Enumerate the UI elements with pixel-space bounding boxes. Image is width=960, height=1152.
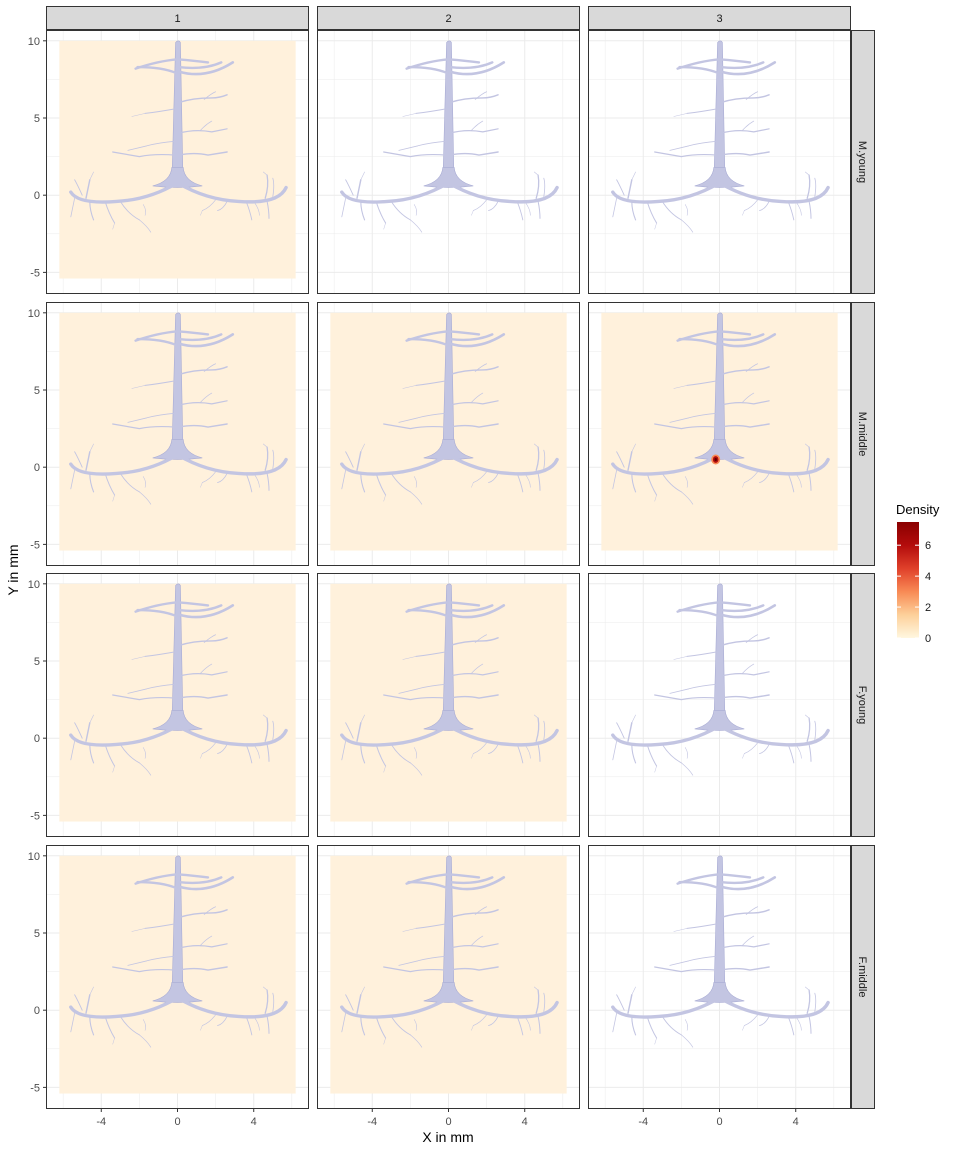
x-tick-label: 4 — [522, 1116, 528, 1128]
y-tick-label: 10 — [28, 308, 40, 320]
column-strip-label: 2 — [445, 13, 451, 25]
panel-border — [317, 573, 580, 837]
y-tick-label: -5 — [30, 539, 40, 551]
x-tick-label: 0 — [445, 1116, 451, 1128]
legend-tick-label: 4 — [925, 571, 931, 583]
strip-background — [46, 6, 309, 30]
panel-border — [46, 30, 309, 294]
panel-border — [588, 302, 851, 566]
legend-tick-label: 6 — [925, 540, 931, 552]
panel-border — [46, 845, 309, 1109]
strip-background — [851, 845, 875, 1109]
x-tick-label: 0 — [174, 1116, 180, 1128]
panel-border — [588, 30, 851, 294]
x-tick-label: 0 — [716, 1116, 722, 1128]
panel-border — [46, 573, 309, 837]
panel-F.young-3 — [588, 573, 851, 837]
y-tick-label: 5 — [34, 656, 40, 668]
y-tick-label: 10 — [28, 36, 40, 48]
y-tick-label: 0 — [34, 462, 40, 474]
row-strip-label: F.middle — [856, 957, 868, 998]
panel-M.middle-2 — [317, 302, 580, 566]
panel-border — [588, 573, 851, 837]
strip-background — [317, 6, 580, 30]
y-tick-label: -5 — [30, 1082, 40, 1094]
panel-border — [317, 302, 580, 566]
row-strip-M.middle: M.middle — [851, 302, 875, 566]
y-tick-label: 0 — [34, 1005, 40, 1017]
panel-border — [317, 845, 580, 1109]
panel-F.middle-3 — [588, 845, 851, 1109]
column-strip-3: 3 — [588, 6, 851, 30]
panels-layer — [46, 30, 851, 1109]
y-tick-label: -5 — [30, 267, 40, 279]
row-strip-label: F.young — [856, 686, 868, 725]
x-tick-label: 4 — [251, 1116, 257, 1128]
x-tick-label: -4 — [367, 1116, 377, 1128]
strip-background — [851, 573, 875, 837]
legend: Density 0 2 4 6 — [896, 502, 940, 645]
y-tick-label: 0 — [34, 190, 40, 202]
row-strip-label: M.middle — [856, 412, 868, 457]
legend-colorbar — [897, 522, 919, 638]
strip-background — [851, 302, 875, 566]
y-tick-label: 5 — [34, 113, 40, 125]
axes-layer: -5 0 5 10 -5 0 5 10 -5 0 5 10 -5 0 5 10 -4 0 4 -4 0 4 -4 0 4 — [28, 36, 799, 1128]
panel-F.middle-1 — [46, 845, 309, 1109]
y-tick-label: 5 — [34, 928, 40, 940]
panel-border — [317, 30, 580, 294]
legend-tick-label: 0 — [925, 633, 931, 645]
grid-lines — [588, 845, 851, 1109]
panel-F.young-1 — [46, 573, 309, 837]
y-tick-label: 10 — [28, 579, 40, 591]
density-hotspot-core — [714, 457, 717, 462]
row-strip-F.middle: F.middle — [851, 845, 875, 1109]
panel-M.young-1 — [46, 30, 309, 294]
legend-ticks: 0 2 4 6 — [897, 540, 931, 645]
x-tick-label: 4 — [793, 1116, 799, 1128]
row-strip-M.young: M.young — [851, 30, 875, 294]
legend-tick-label: 2 — [925, 602, 931, 614]
panel-M.middle-3 — [588, 302, 851, 566]
x-tick-label: -4 — [638, 1116, 648, 1128]
x-axis-title: X in mm — [422, 1129, 473, 1145]
row-strip-F.young: F.young — [851, 573, 875, 837]
column-strip-1: 1 — [46, 6, 309, 30]
legend-title: Density — [896, 502, 940, 517]
column-strip-2: 2 — [317, 6, 580, 30]
column-strip-label: 3 — [716, 13, 722, 25]
panel-M.middle-1 — [46, 302, 309, 566]
y-axis-title: Y in mm — [5, 544, 21, 595]
y-tick-label: -5 — [30, 810, 40, 822]
panel-border — [46, 302, 309, 566]
panel-M.young-2 — [317, 30, 580, 294]
panel-border — [588, 845, 851, 1109]
strips-layer: 1 2 3 M.young M.middle F.young F.middle — [46, 6, 875, 1109]
strip-background — [588, 6, 851, 30]
panel-M.young-3 — [588, 30, 851, 294]
grid-lines — [588, 573, 851, 837]
strip-background — [851, 30, 875, 294]
y-tick-label: 0 — [34, 733, 40, 745]
y-tick-label: 10 — [28, 851, 40, 863]
panel-F.middle-2 — [317, 845, 580, 1109]
column-strip-label: 1 — [174, 13, 180, 25]
panel-F.young-2 — [317, 573, 580, 837]
x-tick-label: -4 — [96, 1116, 106, 1128]
row-strip-label: M.young — [856, 141, 868, 183]
y-tick-label: 5 — [34, 385, 40, 397]
